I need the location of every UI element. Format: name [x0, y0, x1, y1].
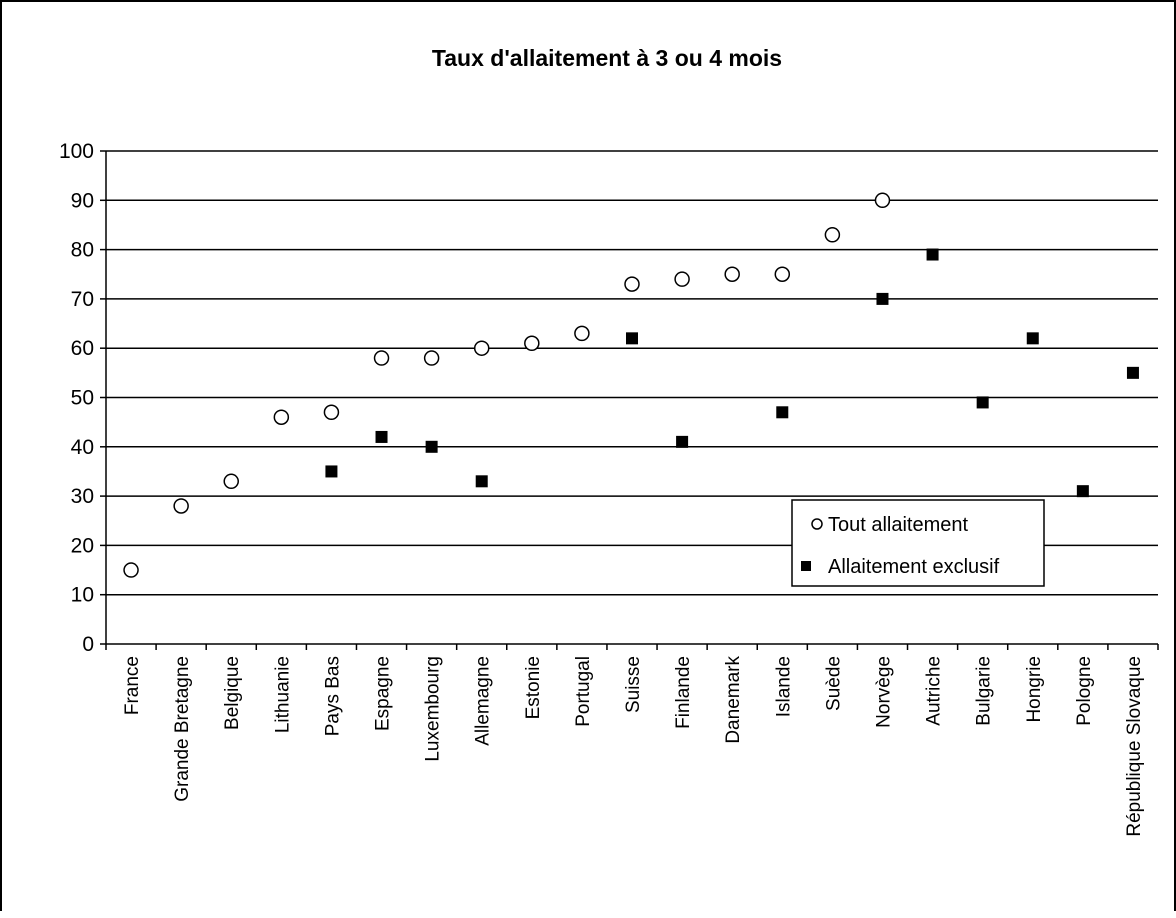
y-tick-label-0: 0 — [82, 633, 94, 656]
legend-label-tout-allaitement: Tout allaitement — [828, 514, 969, 536]
x-tick-label: Belgique — [222, 656, 243, 730]
y-tick-label-60: 60 — [71, 337, 94, 360]
x-tick-label: Allemagne — [473, 656, 494, 746]
y-tick-label-80: 80 — [71, 239, 94, 262]
y-tick-label-100: 100 — [59, 140, 94, 163]
x-tick-label: Autriche — [924, 656, 945, 726]
legend-marker-filled-square — [801, 561, 811, 571]
y-tick-label-40: 40 — [71, 436, 94, 459]
point-tout-allaitement — [774, 266, 791, 282]
x-tick-label: République Slovaque — [1124, 656, 1145, 837]
point-tout-allaitement — [423, 350, 440, 366]
point-tout-allaitement — [223, 473, 239, 490]
legend-box — [791, 499, 1045, 587]
point-allaitement-exclusif — [425, 440, 438, 453]
x-tick-label: Estonie — [523, 656, 544, 719]
x-tick-label: Hongrie — [1024, 656, 1045, 723]
y-tick-label-20: 20 — [71, 534, 94, 557]
x-tick-label: Finlande — [673, 656, 694, 729]
point-tout-allaitement — [524, 335, 540, 352]
point-tout-allaitement — [724, 266, 740, 282]
y-tick-label-30: 30 — [71, 485, 94, 508]
point-tout-allaitement — [323, 404, 340, 421]
legend-marker-open-circle — [811, 518, 823, 530]
y-tick-label-50: 50 — [71, 387, 94, 410]
x-tick-label: Luxembourg — [423, 656, 444, 762]
legend-label-allaitement-exclusif: Allaitement exclusif — [828, 556, 1000, 578]
x-tick-label: Danemark — [723, 656, 744, 744]
point-tout-allaitement — [273, 409, 290, 425]
point-allaitement-exclusif — [926, 248, 939, 261]
y-tick-label-90: 90 — [71, 189, 94, 212]
point-allaitement-exclusif — [375, 430, 388, 443]
x-axis: France Grande Bretagne Belgique Lithuanie Pa… — [105, 643, 1159, 837]
x-tick-label: Grande Bretagne — [172, 656, 193, 802]
point-tout-allaitement — [473, 340, 490, 356]
point-allaitement-exclusif — [1076, 485, 1089, 498]
point-tout-allaitement — [123, 562, 139, 578]
legend: Tout allaitement Allaitement exclusif — [791, 499, 1045, 587]
point-allaitement-exclusif — [626, 332, 638, 345]
point-tout-allaitement — [824, 227, 841, 243]
point-allaitement-exclusif — [876, 292, 889, 305]
point-tout-allaitement — [874, 192, 891, 209]
point-tout-allaitement — [624, 276, 640, 292]
point-tout-allaitement — [173, 498, 189, 514]
point-tout-allaitement — [574, 325, 590, 342]
data-points — [123, 192, 1139, 578]
x-tick-label: Lithuanie — [272, 656, 293, 733]
x-tick-label: Norvège — [873, 656, 894, 728]
x-tick-label: Pologne — [1074, 656, 1095, 726]
chart-title: Taux d'allaitement à 3 ou 4 mois — [432, 45, 782, 71]
x-tick-label: Espagne — [373, 656, 394, 731]
point-tout-allaitement — [373, 350, 390, 366]
x-tick-label: Suisse — [623, 656, 644, 713]
point-allaitement-exclusif — [976, 396, 989, 409]
point-allaitement-exclusif — [325, 465, 338, 478]
point-allaitement-exclusif — [676, 435, 689, 448]
x-tick-label: Islande — [773, 656, 794, 717]
y-tick-label-10: 10 — [71, 584, 94, 607]
x-tick-label: Suède — [823, 656, 844, 711]
point-allaitement-exclusif — [1026, 332, 1039, 345]
point-allaitement-exclusif — [776, 406, 789, 419]
y-tick-label-70: 70 — [71, 288, 94, 311]
x-tick-label: Portugal — [573, 656, 594, 727]
point-tout-allaitement — [674, 271, 690, 287]
x-tick-label: Bulgarie — [974, 656, 995, 726]
point-allaitement-exclusif — [1126, 366, 1139, 379]
x-tick-label: Pays Bas — [322, 656, 343, 736]
gridlines — [106, 150, 1158, 596]
x-tick-label: France — [122, 656, 143, 715]
point-allaitement-exclusif — [475, 475, 488, 488]
y-axis: 0 10 20 30 40 50 60 70 80 90 100 — [59, 140, 107, 656]
